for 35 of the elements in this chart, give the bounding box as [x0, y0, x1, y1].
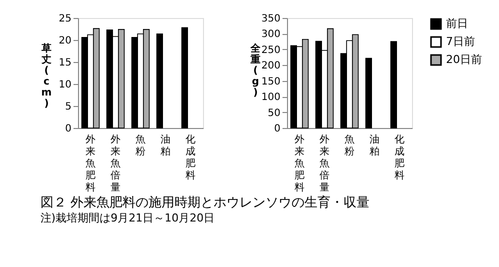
y-tick-label: 300 [261, 29, 280, 40]
y-tick-label: 250 [261, 44, 280, 56]
y-tick-label: 0 [65, 124, 72, 134]
x-tick-label: 魚粉 [136, 134, 146, 158]
legend-label: 20日前 [446, 53, 482, 66]
y-tick-label: 0 [274, 124, 280, 134]
text: 注)栽培期間は9月21日～10月20日 [40, 212, 215, 224]
x-tick-label: 魚粉 [344, 134, 354, 158]
y-tick-label: 350 [261, 14, 280, 24]
y-axis-title: 全重(g) [250, 42, 262, 98]
x-tick-label: 化成肥料 [394, 134, 404, 182]
x-tick-label: 油粕 [370, 134, 380, 158]
bar [181, 27, 188, 128]
x-tick-label: 油粕 [160, 134, 170, 158]
bar [390, 41, 397, 128]
x-tick-label: 外来魚倍量 [320, 134, 330, 194]
y-tick-label: 15 [58, 58, 72, 68]
y-tick-label: 150 [261, 76, 280, 88]
legend-label: 前日 [446, 17, 468, 30]
y-tick-label: 100 [261, 92, 280, 104]
y-tick-label: 10 [58, 80, 72, 90]
y-axis-title: 草丈(cm) [40, 42, 52, 110]
x-tick-label: 外来魚肥料 [86, 134, 96, 194]
text: 図２ 外来魚肥料の施用時期とホウレンソウの生育・収量 [40, 194, 370, 210]
legend-label: 7日前 [446, 35, 475, 48]
y-tick-label: 200 [261, 60, 280, 72]
x-tick-label: 外来魚肥料 [294, 134, 304, 194]
x-tick-label: 化成肥料 [186, 134, 196, 182]
y-tick-label: 20 [58, 36, 72, 46]
x-tick-label: 外来魚倍量 [110, 134, 120, 194]
y-tick-label: 25 [58, 14, 72, 24]
y-tick-label: 5 [65, 102, 72, 112]
bar [156, 33, 163, 128]
bar [365, 58, 372, 128]
y-tick-label: 50 [268, 108, 280, 119]
